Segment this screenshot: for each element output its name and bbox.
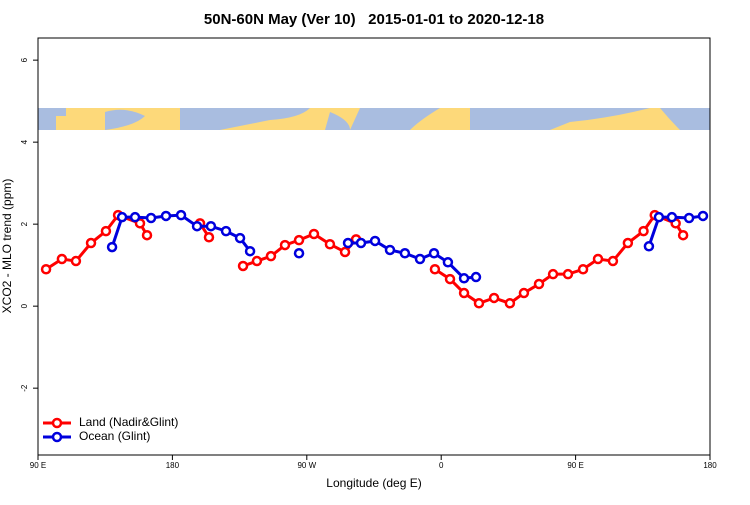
data-point: [324, 238, 336, 250]
data-point: [488, 292, 500, 304]
data-point: [141, 229, 153, 241]
data-point: [458, 273, 470, 284]
data-point: [106, 241, 118, 253]
data-point: [638, 225, 649, 237]
y-tick-label: 2: [20, 221, 29, 226]
y-tick-label: -2: [20, 384, 29, 392]
data-point: [175, 209, 187, 221]
legend-marker: [51, 417, 63, 429]
data-point: [293, 234, 305, 246]
data-point: [191, 220, 203, 232]
legend-label: Land (Nadir&Glint): [79, 415, 178, 429]
data-point: [697, 210, 709, 222]
data-point: [279, 239, 291, 251]
map-strip: [38, 108, 710, 130]
data-point: [145, 212, 157, 224]
x-tick-label: 0: [439, 461, 444, 470]
plot-frame: [37, 37, 711, 456]
data-point: [293, 248, 305, 259]
data-point: [100, 225, 112, 237]
data-point: [622, 237, 634, 249]
x-tick-label: 90 W: [297, 461, 316, 470]
legend-label: Ocean (Glint): [79, 429, 150, 443]
data-point: [429, 264, 441, 275]
data-point: [504, 298, 516, 309]
data-point: [592, 253, 604, 265]
data-point: [355, 237, 367, 249]
x-tick-label: 180: [703, 461, 717, 470]
data-point: [444, 273, 456, 285]
data-point: [339, 246, 351, 258]
data-point: [40, 264, 52, 275]
data-point: [414, 253, 426, 265]
data-point: [251, 255, 263, 267]
data-point: [643, 241, 655, 252]
data-point: [547, 268, 559, 280]
data-point: [342, 237, 354, 249]
data-point: [85, 237, 97, 249]
chart-title: 50N-60N May (Ver 10) 2015-01-01 to 2020-…: [204, 11, 544, 28]
y-tick-label: 6: [20, 57, 29, 62]
data-point: [116, 211, 128, 223]
y-axis-label: XCO2 - MLO trend (ppm): [0, 179, 14, 314]
data-point: [653, 211, 665, 223]
data-point: [129, 211, 141, 223]
data-point: [205, 220, 217, 232]
data-point: [237, 260, 249, 272]
data-point: [562, 268, 574, 280]
data-point: [265, 250, 277, 262]
x-axis-label: Longitude (deg E): [326, 476, 421, 490]
legend-marker: [51, 431, 63, 443]
y-tick-label: 0: [20, 303, 29, 308]
data-point: [384, 244, 396, 256]
x-tick-label: 180: [166, 461, 180, 470]
data-point: [470, 271, 482, 283]
data-point: [428, 248, 440, 259]
y-tick-label: 4: [20, 139, 29, 144]
series-line: [348, 239, 477, 280]
data-point: [308, 228, 320, 240]
data-point: [220, 225, 232, 237]
data-point: [473, 298, 485, 309]
x-tick-label: 90 E: [30, 461, 46, 470]
data-point: [369, 235, 381, 247]
data-point: [677, 229, 689, 241]
data-point: [160, 210, 172, 222]
data-point: [244, 245, 256, 257]
data-point: [399, 248, 411, 259]
data-point: [577, 264, 589, 275]
data-point: [458, 287, 470, 299]
data-point: [203, 232, 215, 243]
data-point: [607, 255, 619, 267]
data-point: [70, 255, 82, 267]
data-point: [533, 278, 545, 290]
x-tick-label: 90 E: [567, 461, 583, 470]
data-point: [683, 212, 695, 224]
data-point: [442, 257, 454, 268]
data-point: [234, 232, 246, 244]
data-point: [666, 211, 678, 223]
data-point: [518, 287, 530, 299]
data-point: [56, 253, 68, 265]
